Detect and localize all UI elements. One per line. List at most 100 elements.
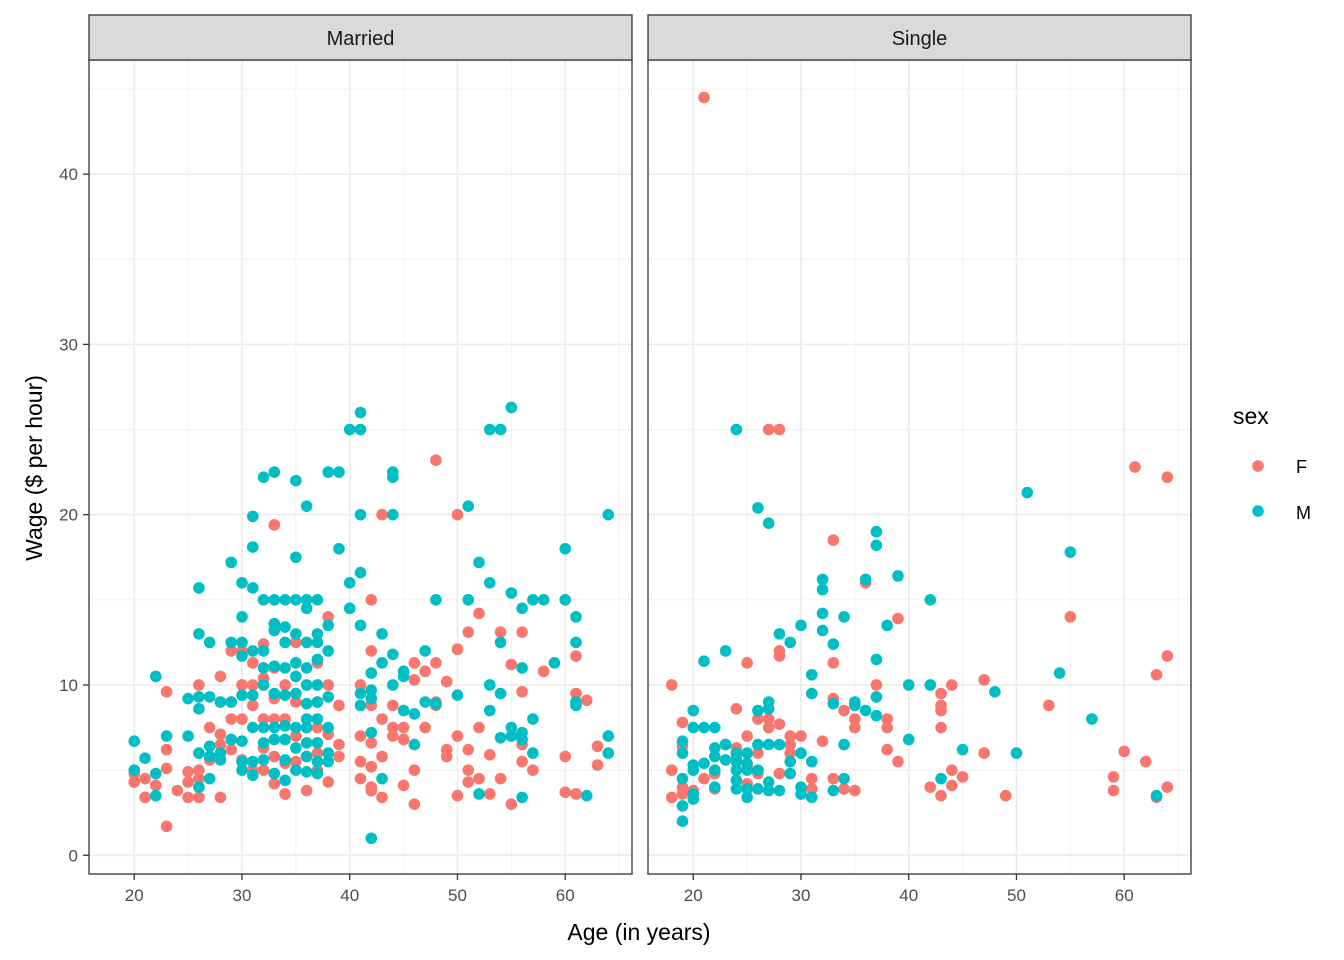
data-point bbox=[257, 713, 270, 725]
data-point bbox=[279, 689, 291, 701]
data-point bbox=[311, 679, 324, 691]
data-point bbox=[387, 721, 399, 734]
data-point bbox=[365, 726, 378, 739]
data-point bbox=[311, 696, 324, 708]
data-point bbox=[559, 542, 572, 555]
data-point bbox=[559, 786, 572, 799]
data-point bbox=[1118, 745, 1131, 758]
y-tick-label: 0 bbox=[69, 846, 78, 865]
data-point bbox=[773, 718, 786, 730]
data-point bbox=[591, 759, 604, 771]
data-point bbox=[354, 679, 367, 691]
data-point bbox=[580, 694, 593, 707]
facet-single: Single 20 30 40 50 60 bbox=[647, 14, 1192, 905]
data-point bbox=[236, 735, 248, 747]
data-point bbox=[881, 743, 893, 756]
data-point bbox=[279, 720, 291, 732]
data-point bbox=[494, 731, 507, 744]
data-point bbox=[730, 423, 743, 436]
facet-strip-label-single: Single bbox=[892, 28, 948, 50]
data-point bbox=[730, 755, 743, 768]
data-point bbox=[849, 699, 861, 712]
data-point bbox=[290, 764, 302, 776]
data-point bbox=[419, 696, 431, 708]
data-point bbox=[1150, 668, 1163, 681]
data-point bbox=[752, 783, 764, 795]
data-point bbox=[676, 800, 689, 812]
data-point bbox=[676, 716, 689, 729]
data-point bbox=[430, 454, 442, 466]
data-point bbox=[160, 730, 173, 742]
data-point bbox=[354, 508, 367, 521]
data-point bbox=[419, 721, 431, 734]
data-point bbox=[333, 738, 345, 751]
legend-key-f-marker bbox=[1252, 460, 1264, 472]
data-point bbox=[268, 767, 281, 780]
data-point bbox=[516, 626, 528, 638]
data-point bbox=[376, 713, 388, 725]
data-point bbox=[257, 594, 270, 606]
data-point bbox=[816, 735, 829, 747]
data-point bbox=[214, 696, 227, 708]
data-point bbox=[827, 657, 840, 669]
data-point bbox=[311, 755, 324, 768]
data-point bbox=[322, 721, 334, 734]
data-point bbox=[236, 679, 248, 691]
x-tick-label: 60 bbox=[1115, 886, 1134, 905]
data-point bbox=[687, 764, 700, 776]
data-point bbox=[516, 662, 528, 674]
data-point bbox=[268, 687, 281, 700]
data-point bbox=[257, 679, 270, 691]
data-point bbox=[849, 713, 861, 725]
facet-married: Married 20 30 40 50 60 0 10 20 30 40 bbox=[59, 14, 633, 905]
data-point bbox=[354, 772, 367, 785]
data-point bbox=[805, 772, 818, 785]
data-point bbox=[676, 815, 689, 828]
data-point bbox=[978, 747, 990, 759]
data-point bbox=[160, 820, 173, 833]
data-point bbox=[193, 703, 205, 715]
data-point bbox=[300, 737, 313, 749]
data-point bbox=[698, 655, 710, 667]
data-point bbox=[494, 772, 507, 785]
data-point bbox=[773, 767, 786, 780]
data-point bbox=[881, 619, 893, 632]
data-point bbox=[892, 612, 904, 625]
data-point bbox=[999, 789, 1012, 802]
data-point bbox=[268, 660, 281, 673]
data-point bbox=[473, 556, 485, 569]
data-point bbox=[773, 738, 786, 751]
data-point bbox=[225, 743, 238, 756]
data-point bbox=[870, 525, 883, 538]
data-point bbox=[505, 658, 518, 671]
data-point bbox=[527, 764, 539, 776]
data-point bbox=[687, 793, 700, 805]
data-point bbox=[473, 788, 485, 800]
data-point bbox=[365, 684, 378, 696]
data-point bbox=[698, 772, 710, 785]
data-point bbox=[1107, 771, 1120, 783]
data-point bbox=[193, 772, 205, 785]
data-point bbox=[343, 602, 356, 615]
data-point bbox=[795, 730, 807, 742]
data-point bbox=[182, 730, 194, 742]
data-point bbox=[376, 750, 388, 763]
data-point bbox=[462, 626, 475, 638]
data-point bbox=[440, 675, 453, 688]
data-point bbox=[516, 733, 528, 746]
data-point bbox=[300, 636, 313, 649]
data-point bbox=[397, 704, 410, 717]
data-point bbox=[676, 772, 689, 785]
data-point bbox=[859, 573, 872, 586]
data-point bbox=[214, 791, 227, 804]
data-point bbox=[365, 667, 378, 679]
data-point bbox=[408, 764, 421, 776]
data-point bbox=[516, 685, 528, 698]
data-point bbox=[805, 755, 818, 768]
data-point bbox=[300, 766, 313, 778]
data-point bbox=[978, 674, 990, 686]
data-point bbox=[408, 657, 421, 669]
data-point bbox=[160, 685, 173, 698]
data-point bbox=[193, 582, 205, 594]
data-point bbox=[762, 738, 775, 751]
